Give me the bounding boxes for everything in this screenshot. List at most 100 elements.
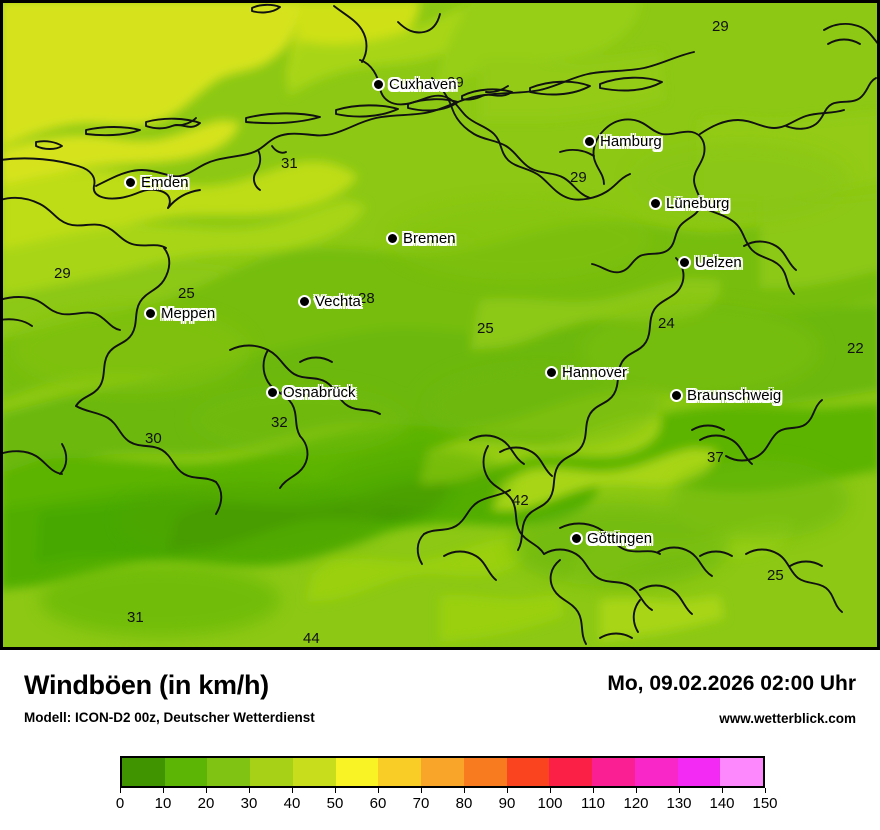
colorbar-tickmarks <box>120 788 766 793</box>
city-dot-icon <box>124 176 137 189</box>
colorbar-swatch <box>164 758 208 786</box>
colorbar-tick-label: 130 <box>666 795 692 812</box>
city-marker[interactable]: Hannover <box>545 364 627 381</box>
source-website: www.wetterblick.com <box>719 711 856 726</box>
forecast-timestamp: Mo, 09.02.2026 02:00 Uhr <box>607 672 856 695</box>
colorbar-tick-label: 40 <box>283 795 301 812</box>
colorbar-tickmark <box>249 788 250 793</box>
colorbar-swatch <box>250 758 293 786</box>
gust-value-label: 44 <box>303 630 320 647</box>
colorbar-tickmark <box>206 788 207 793</box>
colorbar-tickmark <box>163 788 164 793</box>
gust-value-label: 29 <box>447 74 464 91</box>
gust-value-label: 30 <box>145 430 162 447</box>
colorbar-swatch <box>292 758 336 786</box>
city-marker[interactable]: Braunschweig <box>670 387 781 404</box>
city-marker[interactable]: Bremen <box>386 230 456 247</box>
colorbar-tickmark <box>292 788 293 793</box>
colorbar-tick-label: 30 <box>240 795 258 812</box>
gust-value-label: 24 <box>658 315 675 332</box>
gust-value-label: 29 <box>570 169 587 186</box>
colorbar-swatch <box>122 758 165 786</box>
gust-value-label: 22 <box>847 340 864 357</box>
colorbar-swatch <box>463 758 507 786</box>
colorbar-swatch <box>506 758 550 786</box>
city-label: Hannover <box>562 364 628 381</box>
city-dot-icon <box>670 389 683 402</box>
colorbar-tickmark <box>378 788 379 793</box>
city-marker[interactable]: Cuxhaven <box>372 76 457 93</box>
city-dot-icon <box>570 532 583 545</box>
city-label: Göttingen <box>587 530 653 547</box>
footer-panel: Windböen (in km/h) Modell: ICON-D2 00z, … <box>0 650 880 830</box>
colorbar-tick-label: 60 <box>369 795 387 812</box>
colorbar-tickmark <box>550 788 551 793</box>
gust-value-label: 25 <box>178 285 195 302</box>
colorbar-swatch <box>421 758 464 786</box>
colorbar-tickmark <box>464 788 465 793</box>
colorbar-swatch <box>335 758 379 786</box>
colorbar-swatch <box>207 758 251 786</box>
colorbar-tick-label: 50 <box>326 795 344 812</box>
city-dot-icon <box>545 366 558 379</box>
colorbar-tick-label: 80 <box>455 795 473 812</box>
colorbar-swatch <box>592 758 635 786</box>
colorbar-tick-label: 150 <box>752 795 778 812</box>
colorbar-tickmark <box>120 788 121 793</box>
colorbar-tick-label: 10 <box>154 795 172 812</box>
gust-value-label: 42 <box>512 492 529 509</box>
wind-gust-raster <box>0 0 880 645</box>
colorbar-swatch <box>634 758 678 786</box>
city-label: Osnabrück <box>283 384 356 401</box>
city-label: Cuxhaven <box>389 76 457 93</box>
weather-map[interactable]: 29 29 31 29 29 25 28 25 24 22 32 30 37 42 25 31 44 Cuxha… <box>0 0 880 650</box>
gust-value-label: 37 <box>707 449 724 466</box>
colorbar-swatch <box>549 758 593 786</box>
city-label: Vechta <box>315 293 361 310</box>
city-marker[interactable]: Emden <box>124 174 189 191</box>
gust-value-label: 25 <box>477 320 494 337</box>
city-marker[interactable]: Göttingen <box>570 530 652 547</box>
colorbar-tick-label: 100 <box>537 795 563 812</box>
gust-value-label: 31 <box>127 609 144 626</box>
city-label: Lüneburg <box>666 195 730 212</box>
colorbar-tick-label: 90 <box>498 795 516 812</box>
city-marker[interactable]: Uelzen <box>678 254 742 271</box>
city-label: Bremen <box>403 230 456 247</box>
colorbar-tick-label: 140 <box>709 795 735 812</box>
colorbar-tick-label: 20 <box>197 795 215 812</box>
colorbar-tick-labels: 0 10 20 30 40 50 60 70 80 90 100 110 120 130 140 150 <box>116 795 778 821</box>
gust-value-label: 25 <box>767 567 784 584</box>
colorbar-tick-label: 70 <box>412 795 430 812</box>
colorbar-tickmark <box>507 788 508 793</box>
colorbar-swatch <box>720 758 764 786</box>
city-marker[interactable]: Lüneburg <box>649 195 729 212</box>
colorbar-tickmark <box>679 788 680 793</box>
colorbar-tick-label: 0 <box>115 795 125 812</box>
colorbar-tick-label: 120 <box>623 795 649 812</box>
city-dot-icon <box>144 307 157 320</box>
city-dot-icon <box>298 295 311 308</box>
city-label: Emden <box>141 174 189 191</box>
city-label: Braunschweig <box>687 387 782 404</box>
city-marker[interactable]: Osnabrück <box>266 384 356 401</box>
city-marker[interactable]: Vechta <box>298 293 361 310</box>
city-dot-icon <box>386 232 399 245</box>
gust-value-label: 29 <box>712 18 729 35</box>
gust-value-label: 28 <box>358 290 375 307</box>
city-dot-icon <box>678 256 691 269</box>
city-dot-icon <box>583 135 596 148</box>
colorbar-tickmark <box>722 788 723 793</box>
page-title: Windböen (in km/h) <box>24 670 269 700</box>
colorbar-tick-label: 110 <box>581 795 605 812</box>
colorbar-tickmark <box>636 788 637 793</box>
city-label: Hamburg <box>600 133 662 150</box>
city-marker[interactable]: Meppen <box>144 305 215 322</box>
city-label: Meppen <box>161 305 216 322</box>
colorbar-tickmark <box>335 788 336 793</box>
gust-value-label: 29 <box>54 265 71 282</box>
city-marker[interactable]: Hamburg <box>583 133 662 150</box>
model-subtitle: Modell: ICON-D2 00z, Deutscher Wetterdie… <box>24 710 315 725</box>
colorbar-swatch <box>677 758 721 786</box>
colorbar-tickmark <box>593 788 594 793</box>
